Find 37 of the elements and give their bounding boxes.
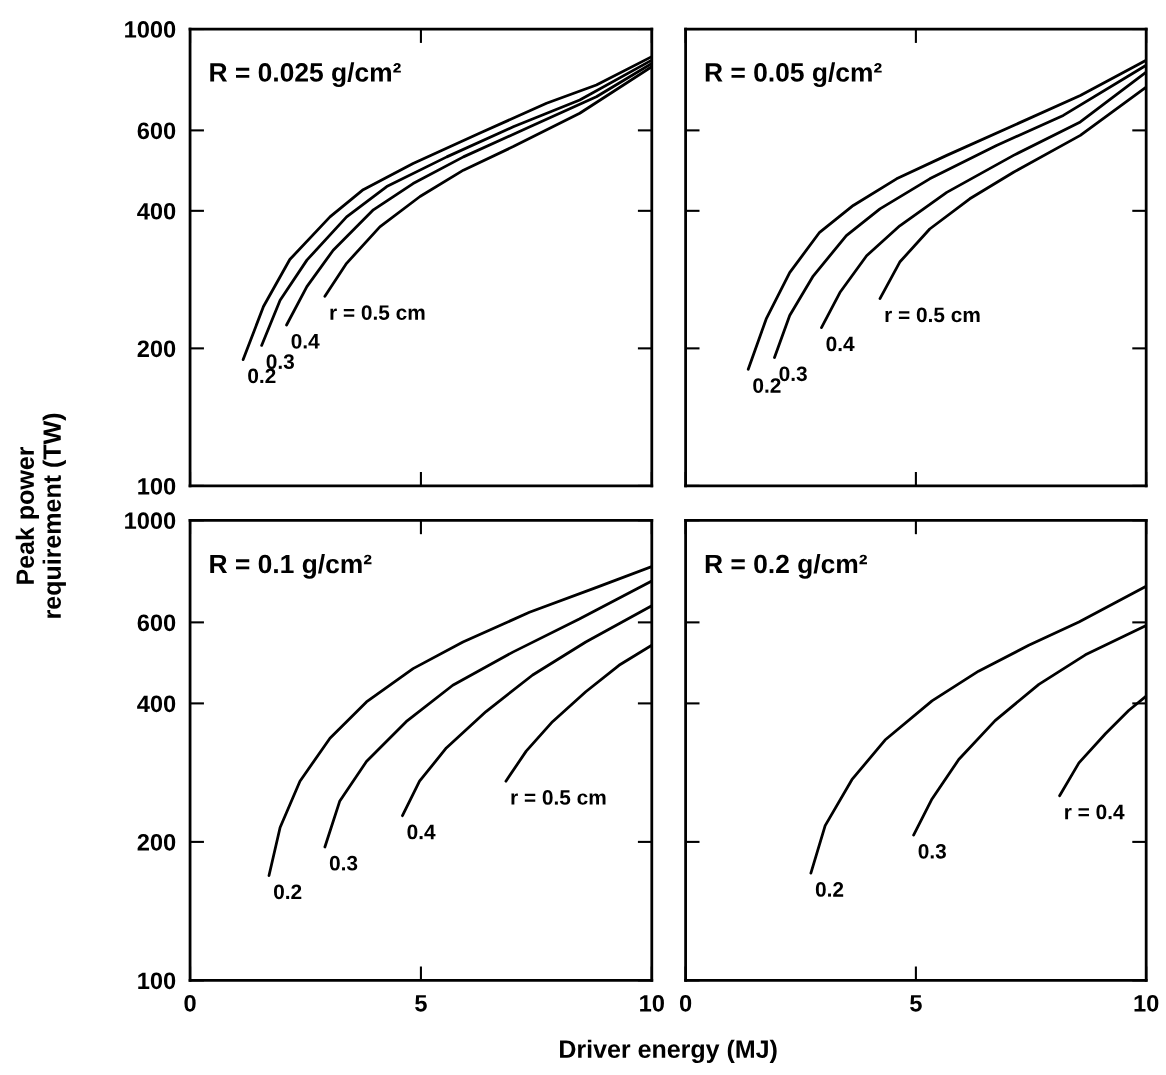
y-axis-title: Peak power requirement (TW) bbox=[15, 413, 66, 618]
series-label: 0.3 bbox=[779, 366, 807, 382]
x-tick-label: 0 bbox=[679, 994, 692, 1012]
series-label: 0.3 bbox=[329, 855, 358, 871]
text: R = 0.025 g/cm² bbox=[210, 62, 401, 88]
series-label: r = 0.5 cm bbox=[511, 790, 606, 805]
x-tick-label: 10 bbox=[1134, 994, 1159, 1012]
y-tick-label: 600 bbox=[137, 122, 176, 140]
y-tick-label: 1000 bbox=[125, 21, 176, 38]
text: R = 0.05 g/cm² bbox=[705, 62, 882, 88]
y-tick-label: 1000 bbox=[125, 512, 176, 530]
y-tick-label: 200 bbox=[137, 833, 176, 851]
x-tick-label: 5 bbox=[910, 995, 922, 1012]
series-label: 0.2 bbox=[815, 882, 844, 897]
series-label: r = 0.5 cm bbox=[330, 305, 425, 320]
series-label: r = 0.5 cm bbox=[885, 307, 980, 323]
x-tick-label: 5 bbox=[415, 995, 427, 1012]
series-label: 0.4 bbox=[826, 336, 855, 352]
x-tick-label: 10 bbox=[640, 994, 664, 1012]
text: R = 0.1 g/cm² bbox=[210, 553, 372, 579]
y-tick-label: 100 bbox=[138, 477, 176, 495]
series-label: r = 0.4 bbox=[1065, 804, 1125, 820]
y-tick-label: 400 bbox=[137, 202, 176, 220]
y-tick-label: 600 bbox=[137, 614, 176, 632]
y-tick-label: 100 bbox=[138, 972, 176, 990]
series-label: 0.2 bbox=[274, 884, 302, 900]
series-label: 0.3 bbox=[918, 843, 946, 859]
series-label: 0.4 bbox=[407, 824, 436, 840]
x-axis-title: Driver energy (MJ) bbox=[560, 1039, 777, 1064]
text: R = 0.2 g/cm² bbox=[705, 553, 867, 579]
y-tick-label: 200 bbox=[137, 340, 176, 358]
series-label: 0.2 bbox=[753, 378, 781, 393]
series-label: 0.3 bbox=[266, 354, 294, 370]
x-tick-label: 0 bbox=[184, 994, 196, 1012]
series-label: 0.2 bbox=[248, 368, 276, 384]
y-tick-label: 400 bbox=[137, 695, 176, 713]
series-label: 0.4 bbox=[291, 333, 320, 349]
